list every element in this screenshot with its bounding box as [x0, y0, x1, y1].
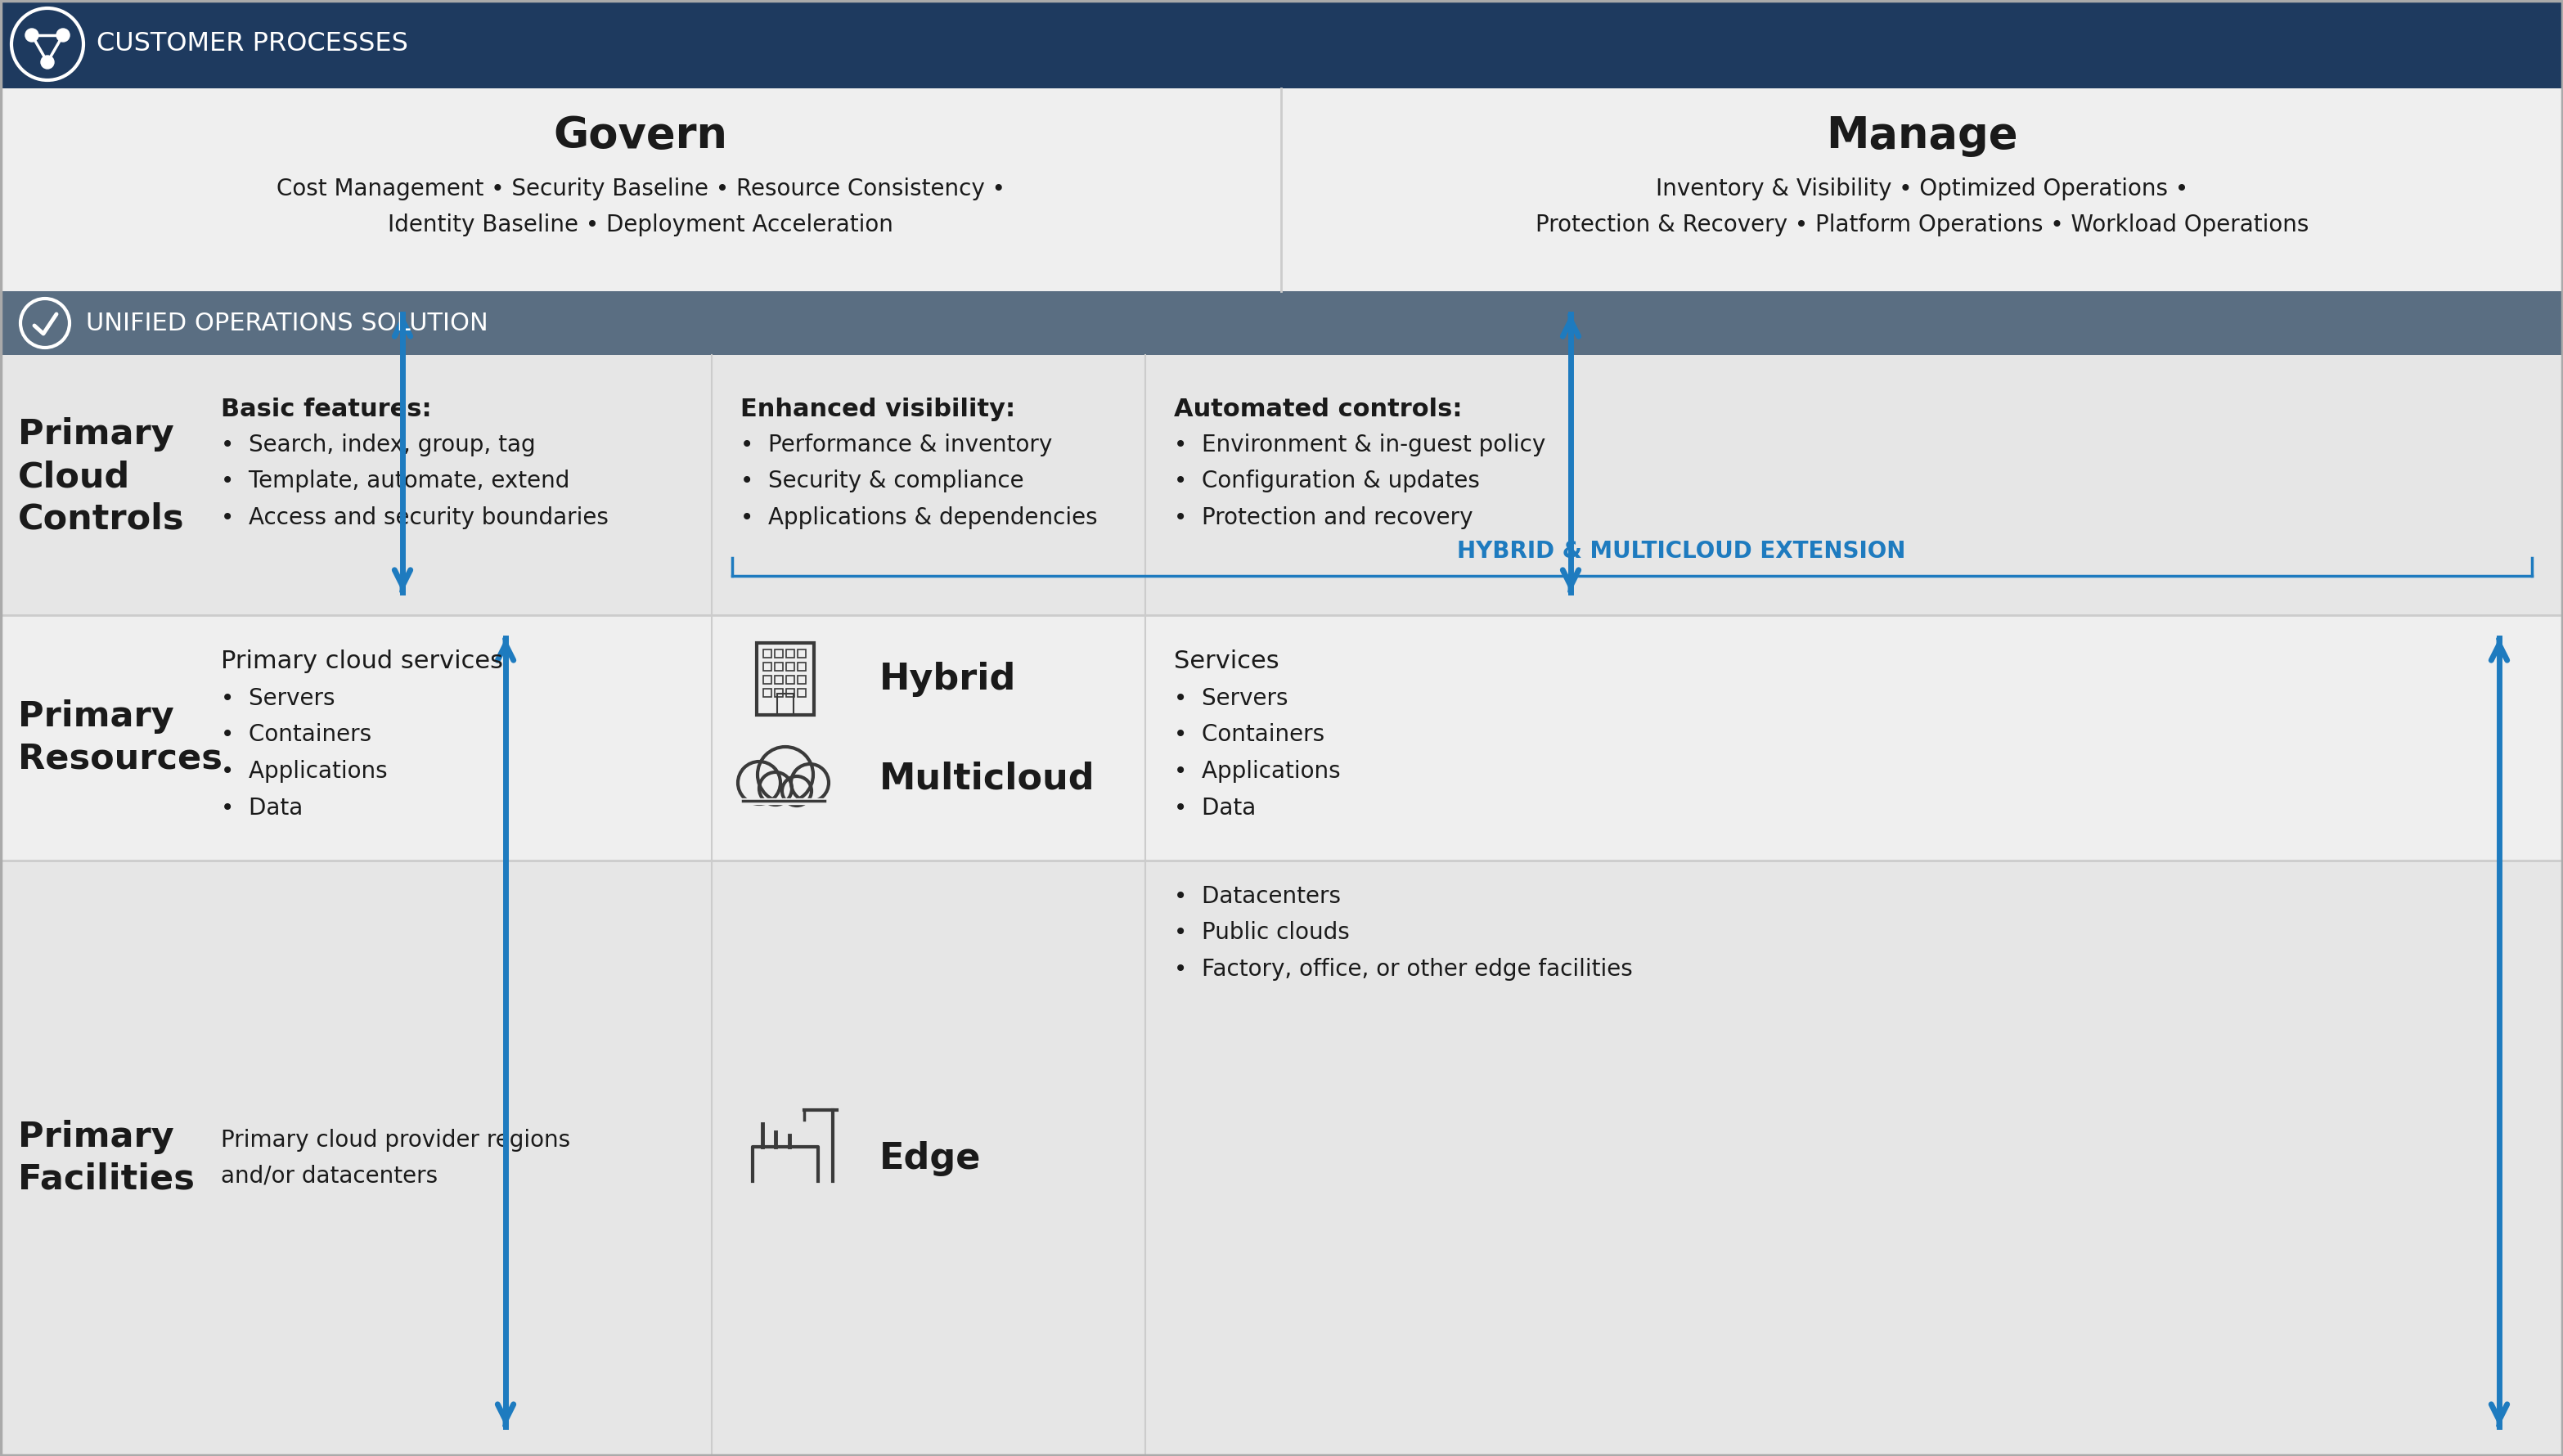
Text: CUSTOMER PROCESSES: CUSTOMER PROCESSES	[97, 32, 408, 57]
Text: Automated controls:: Automated controls:	[1174, 397, 1463, 421]
Text: UNIFIED OPERATIONS SOLUTION: UNIFIED OPERATIONS SOLUTION	[87, 312, 487, 335]
Text: Primary
Cloud
Controls: Primary Cloud Controls	[18, 418, 185, 536]
FancyBboxPatch shape	[0, 0, 2563, 89]
Text: Primary cloud services: Primary cloud services	[220, 649, 502, 673]
FancyBboxPatch shape	[0, 89, 2563, 291]
Text: •  Servers
•  Containers
•  Applications
•  Data: • Servers • Containers • Applications • …	[220, 687, 387, 820]
Text: Manage: Manage	[1825, 115, 2017, 157]
Text: •  Search, index, group, tag
•  Template, automate, extend
•  Access and securit: • Search, index, group, tag • Template, …	[220, 434, 607, 529]
Text: HYBRID & MULTICLOUD EXTENSION: HYBRID & MULTICLOUD EXTENSION	[1456, 540, 1904, 563]
Text: Edge: Edge	[879, 1140, 982, 1176]
Text: •  Servers
•  Containers
•  Applications
•  Data: • Servers • Containers • Applications • …	[1174, 687, 1340, 820]
Text: Primary
Resources: Primary Resources	[18, 699, 223, 776]
Text: Enhanced visibility:: Enhanced visibility:	[741, 397, 1015, 421]
Text: Primary
Facilities: Primary Facilities	[18, 1120, 195, 1197]
Text: Primary cloud provider regions
and/or datacenters: Primary cloud provider regions and/or da…	[220, 1128, 572, 1188]
FancyBboxPatch shape	[0, 291, 2563, 355]
FancyBboxPatch shape	[0, 355, 2563, 614]
Circle shape	[21, 298, 69, 348]
Text: Govern: Govern	[554, 115, 728, 157]
Text: Multicloud: Multicloud	[879, 761, 1094, 796]
Circle shape	[10, 9, 85, 80]
Text: Services: Services	[1174, 649, 1279, 673]
Text: Inventory & Visibility • Optimized Operations •
Protection & Recovery • Platform: Inventory & Visibility • Optimized Opera…	[1535, 178, 2309, 236]
Text: Basic features:: Basic features:	[220, 397, 431, 421]
Text: •  Datacenters
•  Public clouds
•  Factory, office, or other edge facilities: • Datacenters • Public clouds • Factory,…	[1174, 885, 1633, 981]
Text: •  Performance & inventory
•  Security & compliance
•  Applications & dependenci: • Performance & inventory • Security & c…	[741, 434, 1097, 529]
Circle shape	[41, 55, 54, 68]
FancyBboxPatch shape	[0, 614, 2563, 860]
Text: Hybrid: Hybrid	[879, 661, 1018, 696]
Text: Cost Management • Security Baseline • Resource Consistency •
Identity Baseline •: Cost Management • Security Baseline • Re…	[277, 178, 1005, 236]
Text: •  Environment & in-guest policy
•  Configuration & updates
•  Protection and re: • Environment & in-guest policy • Config…	[1174, 434, 1545, 529]
Circle shape	[26, 29, 38, 42]
FancyBboxPatch shape	[0, 860, 2563, 1456]
Circle shape	[56, 29, 69, 42]
